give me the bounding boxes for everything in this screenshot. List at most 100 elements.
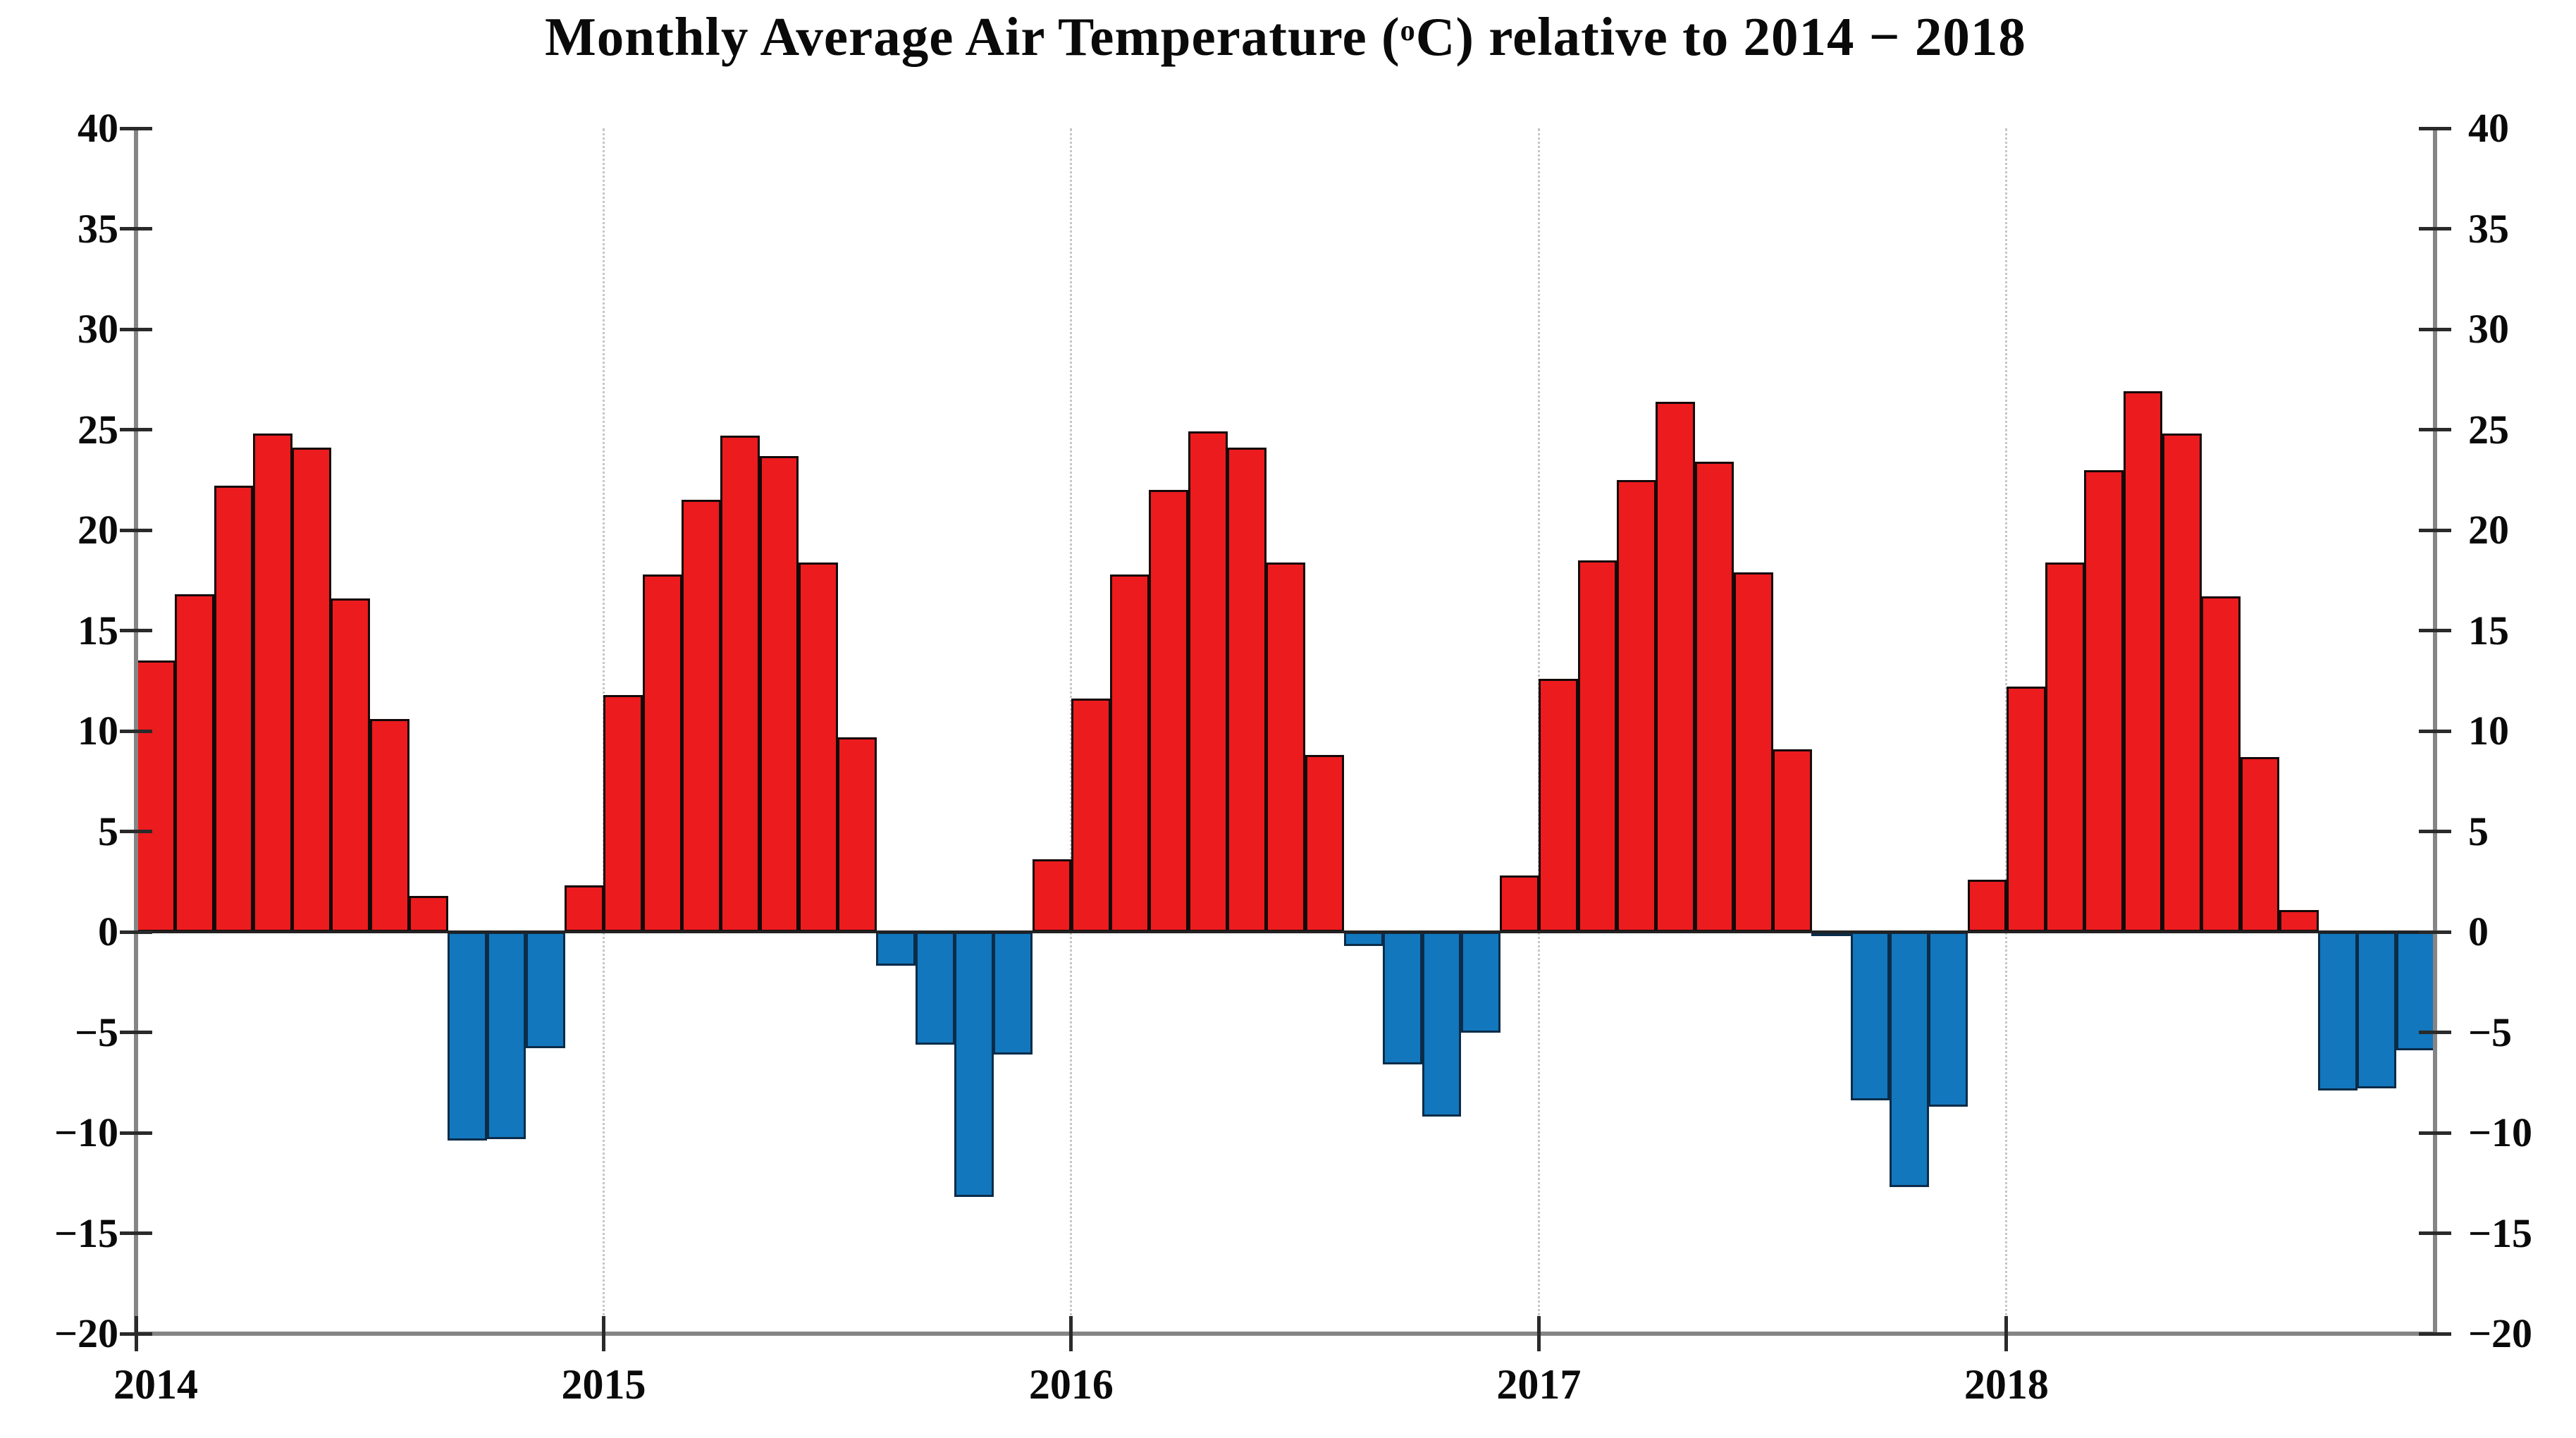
y-tick-right-−5 (2419, 1031, 2451, 1034)
y-tick-label-right: −20 (2468, 1310, 2533, 1356)
y-tick-label-right: 30 (2468, 306, 2509, 352)
bar-2016-09 (1383, 932, 1422, 1065)
y-tick-label-left: −10 (54, 1110, 118, 1155)
x-tick-label-2018: 2018 (1964, 1361, 2049, 1408)
bar-2018-06 (2201, 596, 2241, 932)
bar-2014-01 (136, 660, 175, 932)
bar-2017-10 (1889, 932, 1929, 1187)
bar-2018-10 (2357, 932, 2397, 1089)
x-tick-2014 (134, 1316, 138, 1351)
y-tick-label-left: 30 (78, 306, 118, 352)
y-tick-label-left: −5 (74, 1009, 118, 1055)
x-tick-label-2015: 2015 (561, 1361, 646, 1408)
y-tick-label-right: 35 (2468, 205, 2509, 252)
bar-2017-07 (1773, 749, 1812, 932)
bar-2017-02 (1577, 560, 1617, 932)
chart-title-text: Monthly Average Air Temperature ( (545, 6, 1400, 67)
y-tick-label-left: 15 (78, 607, 118, 653)
bar-2015-02 (642, 574, 682, 932)
bar-2016-04 (1188, 431, 1228, 932)
y-tick-label-right: −5 (2468, 1009, 2513, 1055)
chart-title-text-end: C) relative to 2014 − 2018 (1415, 6, 2026, 67)
bar-2014-07 (369, 718, 409, 932)
bar-2014-02 (175, 594, 215, 932)
y-tick-label-right: 0 (2468, 909, 2489, 954)
bar-2016-07 (1305, 755, 1345, 932)
y-tick-left-5 (120, 830, 152, 833)
y-tick-right-−20 (2419, 1332, 2451, 1336)
y-tick-label-right: 25 (2468, 406, 2509, 453)
y-tick-label-right: −10 (2468, 1110, 2533, 1155)
bar-2015-07 (837, 737, 877, 932)
y-tick-label-right: 10 (2468, 708, 2509, 754)
bar-2014-05 (292, 448, 331, 932)
bar-2016-03 (1149, 490, 1189, 932)
y-tick-label-left: −15 (54, 1210, 118, 1256)
bar-2017-06 (1733, 572, 1773, 932)
y-tick-right-20 (2419, 528, 2451, 532)
y-tick-left-−5 (120, 1031, 152, 1034)
bar-2016-01 (1071, 699, 1111, 932)
bar-2016-10 (1422, 932, 1462, 1117)
x-tick-label-2014: 2014 (113, 1361, 198, 1408)
bar-2014-10 (486, 932, 526, 1139)
y-tick-right-30 (2419, 327, 2451, 331)
y-tick-right-5 (2419, 830, 2451, 833)
y-tick-label-right: 15 (2468, 607, 2509, 653)
bar-2017-05 (1694, 462, 1734, 932)
bar-2014-04 (252, 434, 292, 932)
y-tick-right-10 (2419, 729, 2451, 733)
y-tick-left-20 (120, 528, 152, 532)
y-tick-label-left: 5 (98, 808, 118, 854)
zero-line (136, 930, 2435, 933)
y-tick-left-−10 (120, 1131, 152, 1135)
bar-2016-11 (1460, 932, 1500, 1033)
bar-2018-05 (2162, 434, 2202, 932)
bar-2017-03 (1616, 479, 1656, 932)
y-tick-right-0 (2419, 930, 2451, 934)
x-tick-2016 (1069, 1316, 1073, 1351)
bar-2015-03 (682, 500, 721, 932)
bar-2014-11 (525, 932, 565, 1049)
bar-2017-12 (1967, 879, 2007, 932)
y-tick-label-left: 35 (78, 205, 118, 252)
bar-2015-11 (993, 932, 1033, 1055)
y-tick-left-−15 (120, 1231, 152, 1235)
y-tick-left-40 (120, 126, 152, 130)
y-tick-left-30 (120, 327, 152, 331)
bar-2014-06 (331, 598, 371, 932)
x-tick-2018 (2004, 1316, 2009, 1351)
x-tick-2015 (601, 1316, 605, 1351)
y-tick-right-−10 (2419, 1131, 2451, 1135)
y-tick-right-35 (2419, 227, 2451, 231)
y-tick-right-25 (2419, 428, 2451, 431)
y-tick-label-right: 40 (2468, 105, 2509, 151)
y-tick-label-left: 0 (98, 909, 118, 954)
y-tick-label-left: 10 (78, 708, 118, 754)
bar-2018-07 (2240, 757, 2280, 932)
bar-2015-06 (798, 562, 838, 932)
bar-2016-12 (1500, 875, 1539, 932)
bar-2015-12 (1032, 859, 1072, 932)
y-tick-label-left: 40 (78, 105, 118, 151)
bar-2015-04 (720, 436, 760, 932)
y-tick-left-15 (120, 629, 152, 632)
bar-2015-10 (954, 932, 994, 1198)
bar-2018-08 (2279, 909, 2319, 932)
degree-superscript: o (1400, 13, 1416, 47)
bar-2017-01 (1539, 678, 1579, 932)
bar-2015-05 (759, 455, 799, 932)
bar-2017-11 (1928, 932, 1968, 1107)
y-tick-label-right: 20 (2468, 507, 2509, 553)
bar-2014-08 (409, 895, 448, 932)
y-tick-label-left: 20 (78, 507, 118, 553)
y-tick-label-left: −20 (54, 1310, 118, 1356)
bar-2014-12 (565, 885, 604, 932)
x-tick-label-2017: 2017 (1496, 1361, 1582, 1408)
bar-2017-04 (1656, 401, 1696, 932)
y-tick-left-10 (120, 729, 152, 733)
bar-2018-03 (2084, 469, 2124, 932)
y-tick-left-25 (120, 428, 152, 431)
y-tick-left-35 (120, 227, 152, 231)
